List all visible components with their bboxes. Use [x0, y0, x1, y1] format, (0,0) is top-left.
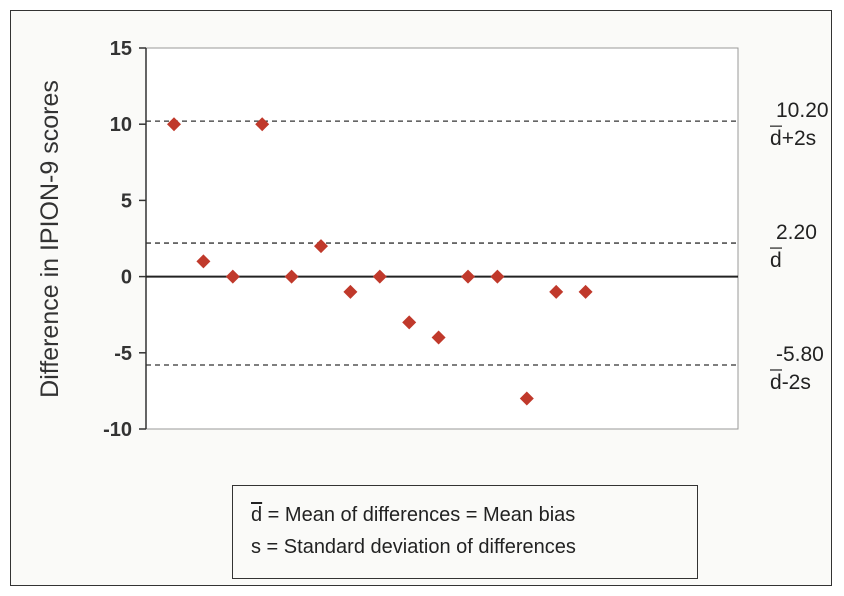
legend-line-1-text: = Mean of differences = Mean bias — [262, 504, 576, 526]
data-point — [284, 269, 299, 284]
reference-labels: 10.20d+2s2.20d-5.80d-2s — [770, 99, 829, 394]
data-point — [519, 391, 534, 406]
d-bar-symbol: d — [770, 249, 782, 272]
data-point — [196, 254, 211, 269]
data-point — [431, 330, 446, 345]
data-point — [372, 269, 387, 284]
legend-line-1: d = Mean of differences = Mean bias — [251, 504, 575, 527]
reference-value-label: 2.20 — [776, 221, 817, 244]
data-point — [402, 315, 417, 330]
reference-value-label: 10.20 — [776, 99, 829, 122]
legend-d-symbol: d — [251, 504, 263, 526]
y-tick-label: 10 — [110, 114, 132, 136]
reference-symbol-label: d-2s — [770, 371, 811, 394]
plot-area — [145, 47, 739, 430]
d-bar-symbol: d — [770, 371, 782, 394]
y-tick-label: -10 — [103, 419, 132, 441]
data-point — [225, 269, 240, 284]
legend-box: d = Mean of differences = Mean bias s = … — [232, 485, 698, 579]
y-ticks: 15 10 5 0 -5 -10 — [103, 38, 146, 441]
y-tick-label: 15 — [110, 38, 132, 60]
data-points — [167, 117, 593, 406]
data-point — [343, 284, 358, 299]
data-point — [255, 117, 270, 132]
data-point — [461, 269, 475, 284]
legend-line-2: s = Standard deviation of differences — [251, 536, 576, 558]
reference-suffix: -2s — [782, 371, 811, 394]
d-bar-symbol: d — [770, 127, 782, 150]
reference-value-label: -5.80 — [776, 343, 824, 366]
y-tick-label: 5 — [121, 190, 132, 212]
data-point — [490, 269, 505, 284]
data-point — [314, 239, 328, 254]
data-point — [549, 284, 564, 299]
y-axis-label: Difference in IPION-9 scores — [36, 80, 64, 398]
reference-suffix: +2s — [782, 127, 816, 150]
reference-symbol-label: d — [770, 249, 782, 272]
data-point — [578, 284, 593, 299]
reference-symbol-label: d+2s — [770, 127, 816, 150]
y-tick-label: 0 — [121, 267, 132, 289]
data-point — [167, 117, 181, 132]
y-tick-label: -5 — [114, 343, 132, 365]
